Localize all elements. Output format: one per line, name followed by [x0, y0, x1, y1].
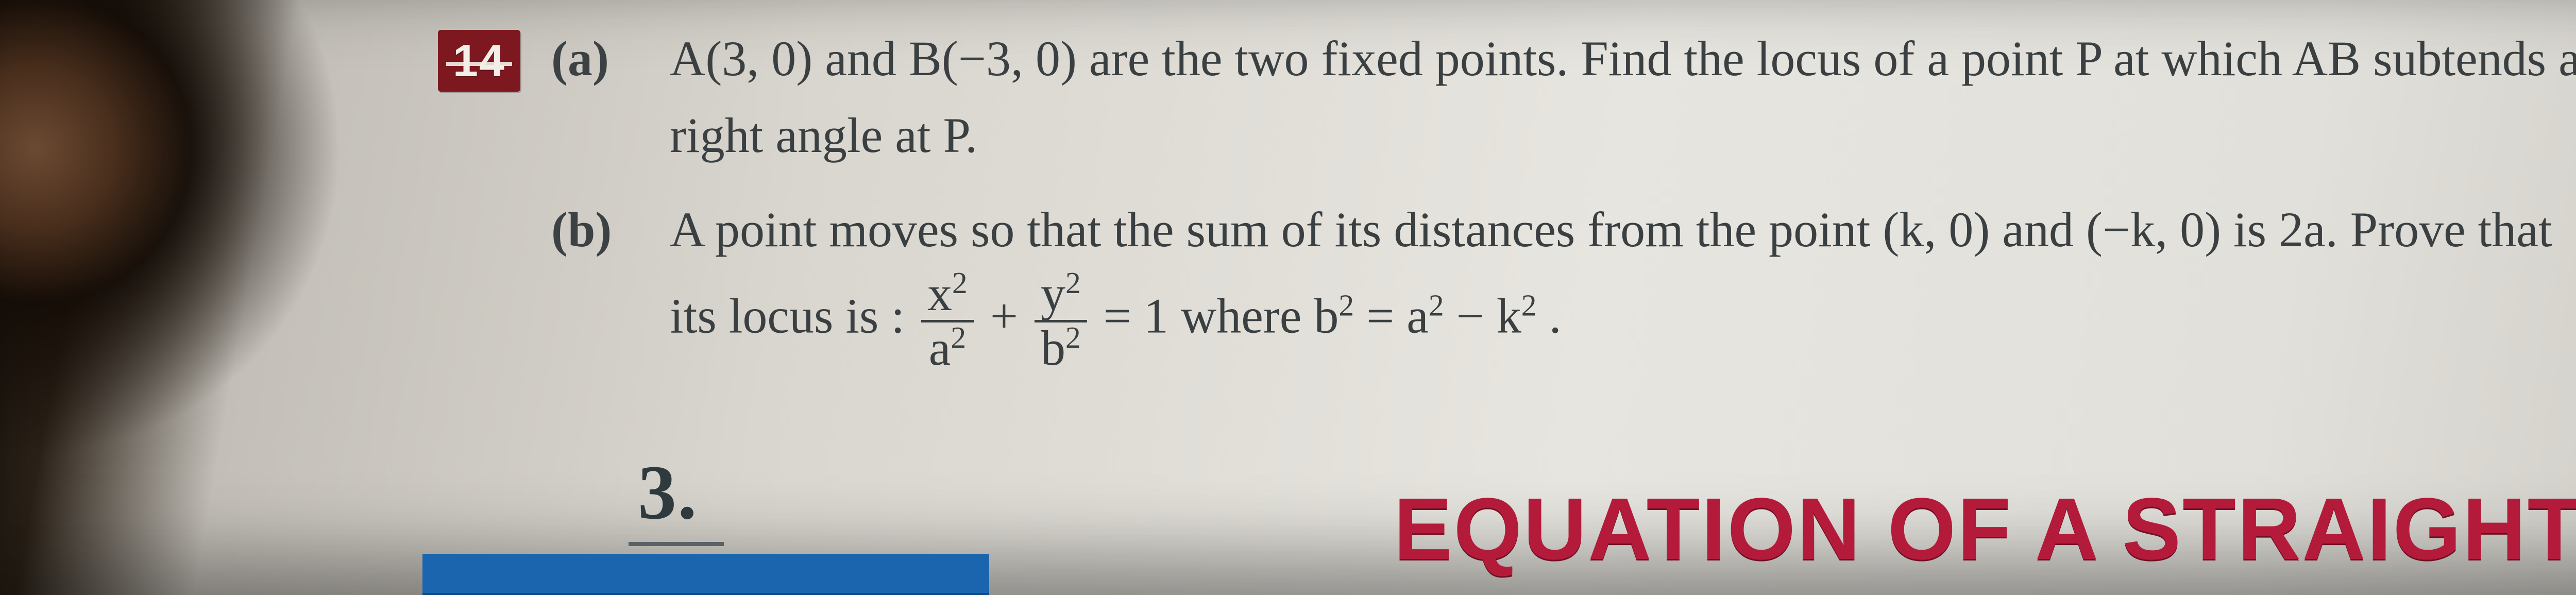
badge-strike [446, 62, 512, 66]
frac2-num: y2 [1035, 268, 1087, 320]
period: . [1549, 288, 1562, 344]
spacer [551, 174, 2576, 192]
eq-tail: = 1 where b [1104, 288, 1339, 344]
learning-objectives-box [422, 554, 989, 595]
part-a-label: (a) [551, 21, 670, 97]
part-b-row2: its locus is : x2 a2 + y2 b2 = 1 where b… [551, 268, 2576, 375]
question-number-badge: 14 [438, 30, 520, 92]
part-b-line1: A point moves so that the sum of its dis… [670, 192, 2576, 268]
part-a-line1: A(3, 0) and B(−3, 0) are the two fixed p… [670, 21, 2576, 97]
locus-lead: its locus is : [670, 288, 917, 344]
sup-2: 2 [1065, 320, 1081, 354]
frac1-den: a2 [921, 320, 974, 375]
sup-2: 2 [1338, 288, 1354, 322]
fraction-y2-b2: y2 b2 [1035, 268, 1087, 375]
part-b-row: (b) A point moves so that the sum of its… [551, 192, 2576, 268]
eq-tail2: = a [1366, 288, 1429, 344]
sup-2: 2 [951, 320, 966, 354]
sup-2: 2 [1065, 266, 1081, 300]
frac1-num: x2 [921, 268, 974, 320]
textbook-page: 4a 14 (a) A(3, 0) and B(−3, 0) are the t… [0, 0, 2576, 595]
section-number: 3. [629, 448, 724, 546]
question-number: 14 [453, 35, 505, 86]
eq-tail3: − k [1456, 288, 1521, 344]
finger-shadow [0, 0, 361, 595]
section-title: EQUATION OF A STRAIGHT LINE [1394, 479, 2576, 580]
part-b-equation: its locus is : x2 a2 + y2 b2 = 1 where b… [670, 268, 2576, 375]
part-a-row: (a) A(3, 0) and B(−3, 0) are the two fix… [551, 21, 2576, 97]
question-content: (a) A(3, 0) and B(−3, 0) are the two fix… [551, 21, 2576, 375]
sup-2: 2 [1521, 288, 1537, 322]
fraction-x2-a2: x2 a2 [921, 268, 974, 375]
part-b-label: (b) [551, 192, 670, 268]
plus-sign: + [990, 288, 1030, 344]
sup-2: 2 [952, 266, 968, 300]
sup-2: 2 [1429, 288, 1444, 322]
part-a-row2: right angle at P. [551, 97, 2576, 174]
frac2-den: b2 [1035, 320, 1087, 375]
part-a-line2: right angle at P. [670, 97, 2576, 174]
